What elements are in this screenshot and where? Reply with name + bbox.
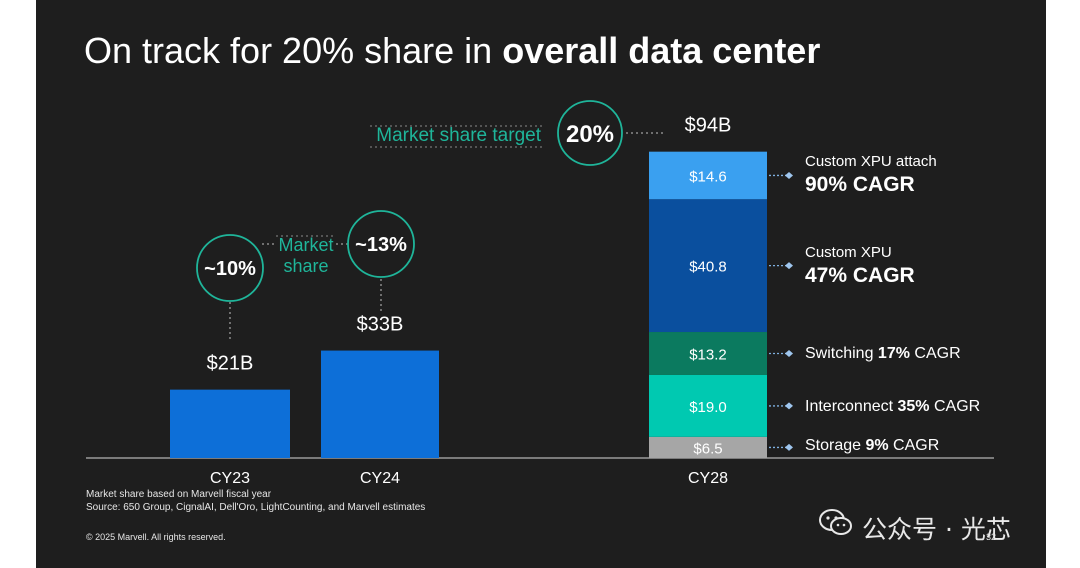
footnote-source: Source: 650 Group, CignalAI, Dell'Oro, L…: [86, 502, 426, 513]
page-number: 32: [986, 532, 997, 542]
cy24-share-circle: [347, 210, 415, 278]
bar-cy23: [170, 389, 290, 458]
legend-storage-name: Storage: [805, 437, 866, 454]
cy24-share-value: ~13%: [355, 234, 407, 256]
legend-interconnect-name: Interconnect: [805, 398, 898, 415]
copyright: © 2025 Marvell. All rights reserved.: [86, 532, 226, 542]
bar-segment-switching: [649, 332, 767, 375]
slide: On track for 20% share in overall data c…: [36, 0, 1046, 568]
target-share-circle: [557, 100, 623, 166]
segment-label-custom-xpu-attach: $14.6: [689, 168, 727, 185]
target-label: Market share target: [376, 125, 541, 146]
legend-arrow-head-storage: [785, 443, 793, 451]
legend-xpu-attach-cagr: 90% CAGR: [805, 173, 915, 196]
segment-label-switching: $13.2: [689, 347, 727, 364]
legend-xpu-cagr: 47% CAGR: [805, 264, 915, 287]
watermark-text: 公众号 · 光芯: [862, 515, 1011, 544]
segment-label-custom-xpu: $40.8: [689, 259, 727, 276]
title-bold: overall data center: [502, 30, 821, 71]
bar-segment-custom-xpu-attach: [649, 151, 767, 200]
target-share-value: 20%: [566, 121, 614, 148]
legend-interconnect-pct: 35%: [897, 398, 930, 415]
legend-switching-name: Switching: [805, 345, 878, 362]
bar-cy24: [321, 350, 439, 458]
wechat-icon: [818, 508, 854, 538]
segment-label-interconnect: $19.0: [689, 399, 727, 416]
title-normal: On track for 20% share in: [84, 30, 503, 71]
legend-switching-suffix: CAGR: [909, 345, 961, 362]
legend-interconnect: Interconnect 35% CAGR: [805, 398, 980, 416]
legend-switching-pct: 17%: [877, 345, 910, 362]
cy23-share-circle: [196, 234, 264, 302]
bars-group: $21B CY23 $33B CY24 $6.5 $19.0 $13.2 $40.8 $14.6…: [170, 115, 767, 487]
legend-xpu-name: Custom XPU: [805, 244, 892, 261]
bar-segment-custom-xpu: [649, 199, 767, 333]
total-label-cy23: $21B: [207, 353, 254, 375]
legend-storage-pct: 9%: [865, 437, 889, 454]
category-label-cy23: CY23: [210, 470, 250, 487]
legend-arrow-head-switching: [785, 350, 793, 358]
legend-interconnect-suffix: CAGR: [929, 398, 981, 415]
legend-arrow-head-custom-xpu: [785, 262, 793, 270]
category-label-cy28: CY28: [688, 470, 728, 487]
market-chart: ~10% ~13% 20% Market share Market share …: [86, 100, 994, 487]
footnote-basis: Market share based on Marvell fiscal yea…: [86, 489, 272, 500]
legend-arrow-head-interconnect: [785, 402, 793, 410]
category-label-cy24: CY24: [360, 470, 400, 487]
bar-segment-storage: [649, 436, 767, 458]
segment-label-storage: $6.5: [693, 440, 722, 457]
legend-xpu-attach-name: Custom XPU attach: [805, 153, 937, 170]
market-share-line1: Market: [278, 235, 333, 255]
cy23-share-value: ~10%: [204, 258, 256, 280]
page-title: On track for 20% share in overall data c…: [84, 30, 820, 72]
market-share-line2: share: [283, 256, 328, 276]
total-label-cy24: $33B: [357, 314, 404, 336]
legend-storage: Storage 9% CAGR: [805, 437, 939, 455]
bar-segment-interconnect: [649, 374, 767, 437]
legend-storage-suffix: CAGR: [888, 437, 940, 454]
legend-arrow-head-custom-xpu-attach: [785, 171, 793, 179]
legend-switching: Switching 17% CAGR: [805, 345, 961, 363]
legend-arrows: [769, 171, 793, 451]
total-label-cy28: $94B: [685, 115, 732, 137]
